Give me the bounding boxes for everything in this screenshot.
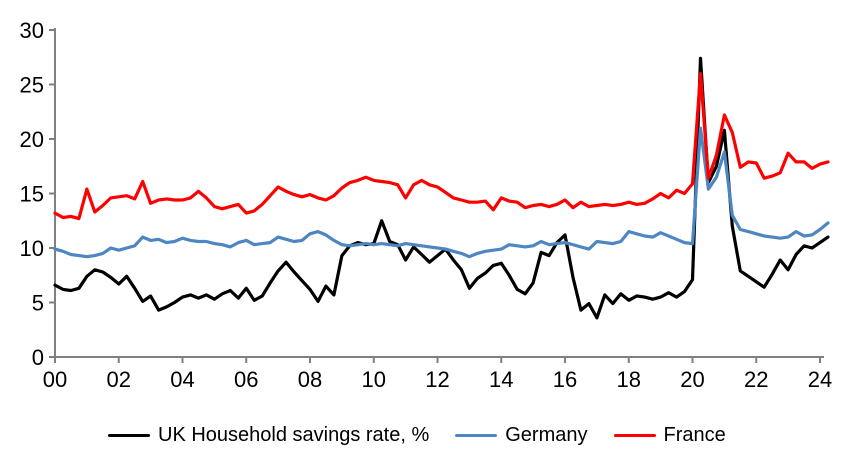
- chart-svg: 0 5 10 15 20 25 30 00 02 04 06 08 10 12 14 16 18 20 22 24: [20, 18, 833, 392]
- uk-line-swatch: [108, 433, 150, 438]
- legend-item-germany: Germany: [455, 424, 588, 447]
- germany-legend-label: Germany: [505, 424, 588, 446]
- x-tick-label: 22: [744, 367, 768, 392]
- x-tick-label: 18: [617, 367, 641, 392]
- series-line-2: [53, 71, 830, 221]
- x-tick-label: 06: [234, 367, 258, 392]
- x-tick-label: 16: [553, 367, 577, 392]
- germany-line-swatch: [455, 433, 498, 438]
- x-tick-label: 14: [489, 367, 513, 392]
- x-tick-label: 20: [680, 367, 704, 392]
- x-tick-label: 00: [43, 367, 67, 392]
- x-tick-label: 12: [425, 367, 449, 392]
- legend-item-france: France: [613, 424, 726, 447]
- x-tick-label: 24: [808, 367, 832, 392]
- y-tick-label: 25: [20, 73, 44, 98]
- legend-item-uk: UK Household savings rate, %: [108, 424, 429, 447]
- france-line-swatch: [613, 433, 656, 438]
- savings-rate-chart: 0 5 10 15 20 25 30 00 02 04 06 08 10 12 14 16 18 20 22 24: [20, 18, 833, 392]
- y-tick-label: 15: [20, 182, 44, 207]
- y-tick-label: 0: [32, 345, 44, 370]
- france-legend-label: France: [663, 424, 726, 446]
- x-tick-label: 08: [298, 367, 322, 392]
- x-tick-label: 10: [362, 367, 386, 392]
- chart-legend: UK Household savings rate, % Germany Fra…: [108, 424, 852, 447]
- x-tick-label: 02: [107, 367, 131, 392]
- y-tick-label: 10: [20, 236, 44, 261]
- y-tick-label: 20: [20, 127, 44, 152]
- y-tick-label: 5: [32, 291, 44, 316]
- y-tick-label: 30: [20, 18, 44, 43]
- series-line-1: [53, 126, 830, 259]
- uk-legend-label: UK Household savings rate, %: [158, 424, 430, 446]
- x-tick-label: 04: [170, 367, 194, 392]
